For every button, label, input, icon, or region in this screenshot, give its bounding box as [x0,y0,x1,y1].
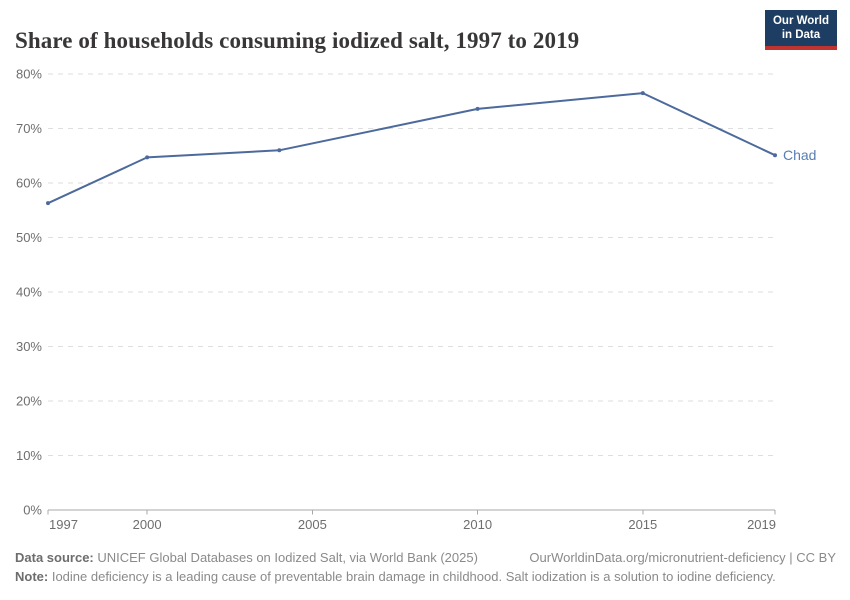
y-tick-label: 40% [16,285,42,300]
data-point[interactable] [277,148,282,153]
data-point[interactable] [145,155,150,160]
x-tick-label: 2019 [747,517,776,532]
owid-logo[interactable]: Our World in Data [764,10,837,50]
chart-footer: Data source: UNICEF Global Databases on … [15,548,836,586]
owid-logo-line2: in Data [781,28,821,41]
line-chart-canvas[interactable]: 0% 10% 20% 30% 40% 50% 60% 70% 80% 1997 2000 2005 20… [0,0,850,545]
y-tick-label: 0% [23,503,42,518]
data-point[interactable] [46,201,50,206]
series-label: Chad [783,147,816,163]
owid-logo-line1: Our World [772,15,829,27]
x-tick-label: 2015 [628,517,657,532]
y-tick-label: 50% [16,230,42,245]
data-point[interactable] [475,106,480,111]
data-source-line: Data source: UNICEF Global Databases on … [15,548,478,567]
owid-link[interactable]: OurWorldinData.org/micronutrient-deficie… [529,550,836,565]
x-tick-label: 2005 [298,517,327,532]
data-point[interactable] [640,91,645,96]
data-source-label: Data source: [15,550,94,565]
note-text: Iodine deficiency is a leading cause of … [48,569,776,584]
y-tick-label: 70% [16,121,42,136]
y-tick-label: 80% [16,67,42,82]
note-label: Note: [15,569,49,584]
x-tick-label: 2000 [133,517,162,532]
y-tick-label: 20% [16,394,42,409]
page-title: Share of households consuming iodized sa… [15,28,580,54]
data-source-text: UNICEF Global Databases on Iodized Salt,… [93,550,478,565]
y-tick-label: 10% [16,448,42,463]
y-tick-label: 60% [16,176,42,191]
data-line[interactable] [47,92,776,205]
y-tick-label: 30% [16,339,42,354]
x-tick-label: 1997 [49,517,78,532]
x-tick-label: 2010 [463,517,492,532]
data-point[interactable] [773,153,777,158]
